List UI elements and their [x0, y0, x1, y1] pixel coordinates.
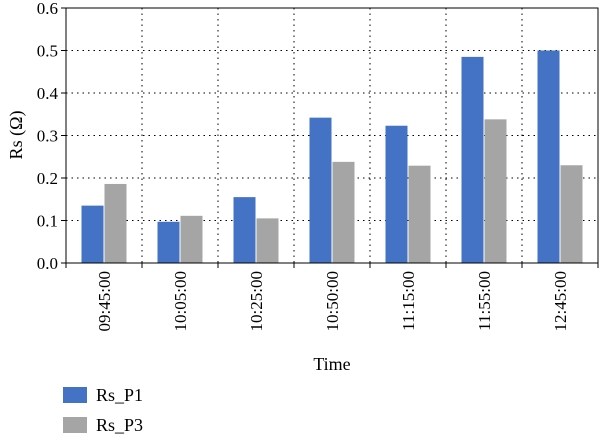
- legend: Rs_P1 Rs_P3: [63, 385, 143, 435]
- bars: [81, 50, 583, 264]
- bar-rs-p3-105000: [332, 161, 355, 263]
- bar-rs-p1-124500: [537, 50, 560, 263]
- x-tick-label: 10:50:00: [323, 271, 342, 331]
- y-tick-label: 0.5: [37, 42, 58, 61]
- bar-rs-p1-102500: [233, 197, 256, 263]
- grid-lines: [66, 8, 598, 263]
- bar-rs-p1-100500: [157, 221, 180, 263]
- y-axis-title: Rs (Ω): [6, 111, 27, 160]
- x-axis-ticks: 09:45:00 10:05:00 10:25:00 10:50:00 11:15:00…: [65, 263, 599, 331]
- y-axis-ticks: 0.0 0.1 0.2 0.3 0.4 0.5 0.6: [37, 0, 66, 273]
- y-tick-label: 0.0: [37, 254, 58, 273]
- bar-rs-p1-105000: [309, 117, 332, 264]
- bar-rs-p3-111500: [408, 165, 431, 263]
- bar-rs-p3-102500: [256, 218, 279, 263]
- bar-rs-p3-124500: [560, 165, 583, 263]
- legend-label-rs-p1: Rs_P1: [96, 385, 143, 405]
- bar-rs-p3-100500: [180, 215, 203, 263]
- x-tick-label: 09:45:00: [95, 271, 114, 331]
- y-tick-label: 0.3: [37, 127, 58, 146]
- legend-swatch-rs-p3: [63, 417, 87, 433]
- y-tick-label: 0.1: [37, 212, 58, 231]
- y-tick-label: 0.6: [37, 0, 58, 18]
- legend-label-rs-p3: Rs_P3: [96, 415, 143, 435]
- legend-swatch-rs-p1: [63, 387, 87, 403]
- y-tick-label: 0.2: [37, 169, 58, 188]
- x-tick-label: 11:55:00: [475, 271, 494, 331]
- x-tick-label: 12:45:00: [551, 271, 570, 331]
- bar-rs-p1-111500: [385, 125, 408, 263]
- x-tick-label: 11:15:00: [399, 271, 418, 331]
- y-tick-label: 0.4: [37, 84, 59, 103]
- bar-rs-p3-115500: [484, 119, 507, 263]
- x-tick-label: 10:05:00: [171, 271, 190, 331]
- bar-rs-p1-115500: [461, 56, 484, 263]
- x-tick-label: 10:25:00: [247, 271, 266, 331]
- bar-rs-p1-094500: [81, 205, 104, 263]
- x-axis-title: Time: [313, 354, 350, 374]
- bar-rs-p3-094500: [104, 183, 127, 263]
